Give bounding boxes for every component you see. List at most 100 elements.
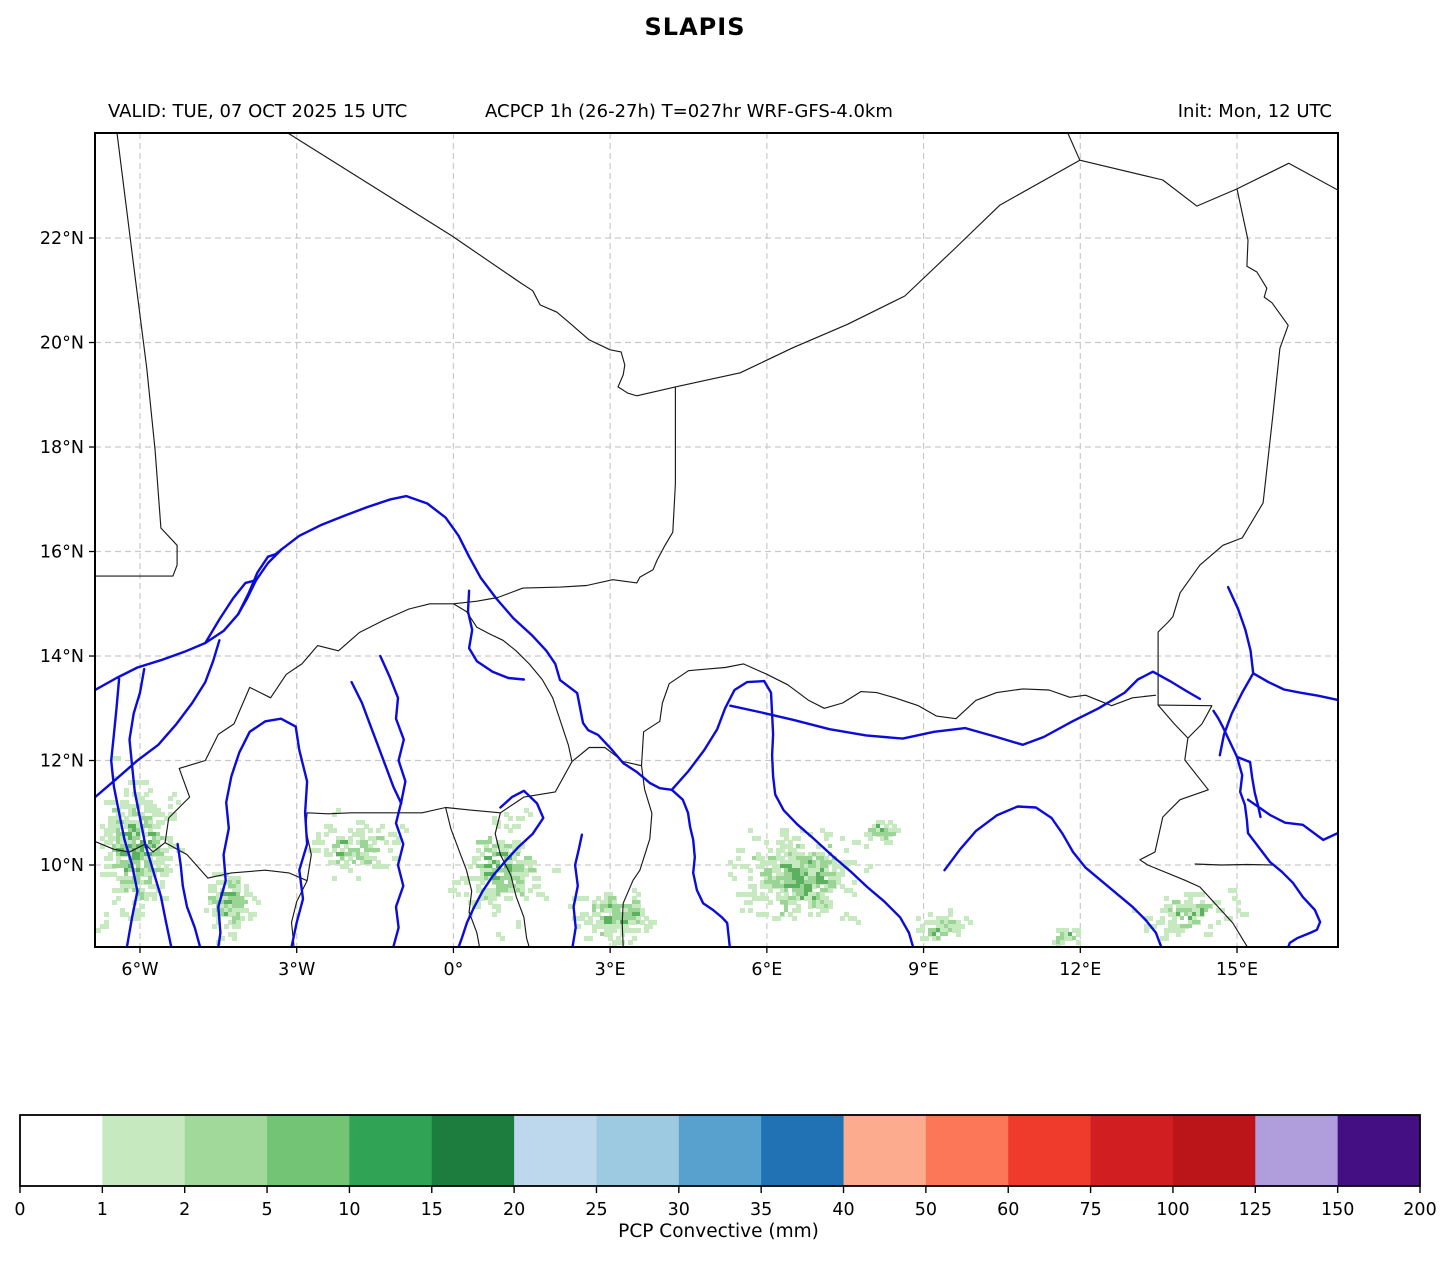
river-upper-niger-a <box>110 677 139 947</box>
border-benin-nigeria <box>621 765 653 947</box>
colorbar-segment <box>1172 1115 1256 1186</box>
border-algeria-libya <box>1067 133 1081 161</box>
x-axis-tick-label: 3°W <box>278 960 315 980</box>
colorbar-segment <box>267 1115 350 1186</box>
colorbar-tick-label: 75 <box>1079 1200 1101 1220</box>
colorbar-segment <box>1255 1115 1339 1186</box>
river-upper-niger-c <box>176 842 202 947</box>
river-alibori <box>571 833 584 947</box>
border-mauritania-mali <box>95 133 178 577</box>
border-mali-niger <box>453 386 676 605</box>
y-axis-tick-label: 10°N <box>40 856 84 876</box>
river-oti <box>457 789 545 947</box>
colorbar: 0 1 2 5 10 15 20 25 30 35 40 50 60 75 100 125 150 200 <box>14 1114 1437 1220</box>
border-niger-nigeria <box>640 663 1157 766</box>
axes-layer: 6°W 3°W 0° 3°E 6°E 9°E 12°E 15°E 22°N 20°N 18°N 16°… <box>40 229 1258 980</box>
x-axis-tick-label: 6°E <box>751 960 782 980</box>
colorbar-segment <box>349 1115 433 1186</box>
river-niger-main <box>95 494 731 947</box>
river-sirba <box>466 589 526 681</box>
x-axis-tick-label: 0° <box>443 960 463 980</box>
y-axis-tick-label: 14°N <box>40 647 84 667</box>
river-hadejia <box>943 805 1163 947</box>
border-algeria-niger <box>636 159 1081 397</box>
x-axis-tick-label: 15°E <box>1216 960 1258 980</box>
river-sokoto <box>670 679 915 947</box>
river-red-volta <box>350 680 403 805</box>
colorbar-segment <box>102 1115 186 1186</box>
colorbar-tick-label: 15 <box>421 1200 443 1220</box>
colorbar-tick-label: 60 <box>997 1200 1019 1220</box>
y-axis-tick-label: 16°N <box>40 543 84 563</box>
river-bahr-el-ghazal <box>1218 585 1255 757</box>
colorbar-segment <box>678 1115 762 1186</box>
colorbar-frame <box>19 1114 1421 1187</box>
border-mali-ivorycoast <box>95 840 166 853</box>
colorbar-segment <box>1090 1115 1174 1186</box>
x-axis-tick-label: 12°E <box>1059 960 1101 980</box>
y-axis-tick-label: 20°N <box>40 334 84 354</box>
river-logone <box>1246 798 1338 842</box>
colorbar-tick-label: 20 <box>503 1200 525 1220</box>
colorbar-segment <box>20 1115 103 1186</box>
colorbar-tick-label: 2 <box>179 1200 190 1220</box>
country-borders-layer <box>95 133 1338 947</box>
y-axis-tick-label: 18°N <box>40 438 84 458</box>
valid-time-text: VALID: TUE, 07 OCT 2025 15 UTC <box>108 101 408 122</box>
init-time-text: Init: Mon, 12 UTC <box>1177 101 1332 122</box>
colorbar-tick-label: 10 <box>338 1200 360 1220</box>
gridlines-layer <box>95 133 1338 947</box>
colorbar-tick-label: 25 <box>585 1200 607 1220</box>
y-axis-tick-label: 22°N <box>40 229 84 249</box>
colorbar-tick-label: 40 <box>832 1200 854 1220</box>
border-burkina-south <box>164 761 573 882</box>
colorbar-tick-label: 30 <box>668 1200 690 1220</box>
colorbar-tick-label: 0 <box>14 1200 25 1220</box>
border-niger-chad <box>1139 188 1289 947</box>
border-burkina-niger <box>453 603 573 762</box>
colorbar-tick-label: 35 <box>750 1200 772 1220</box>
colorbar-segment <box>596 1115 680 1186</box>
border-chad-cameroon <box>1194 863 1274 866</box>
border-togo-benin <box>494 812 530 947</box>
colorbar-segment <box>184 1115 268 1186</box>
colorbar-segment <box>1337 1115 1421 1186</box>
colorbar-segment <box>431 1115 515 1186</box>
river-black-volta <box>217 717 309 947</box>
river-bani <box>95 639 221 799</box>
x-axis-tick-label: 9°E <box>908 960 939 980</box>
border-libya-chad <box>1236 162 1338 191</box>
colorbar-tick-label: 150 <box>1321 1200 1354 1220</box>
figure-title: SLAPIS <box>644 13 746 41</box>
river-ne-wadi <box>1252 672 1338 702</box>
x-axis-tick-label: 3°E <box>595 960 626 980</box>
colorbar-label: PCP Convective (mm) <box>618 1221 819 1242</box>
colorbar-tick-label: 200 <box>1403 1200 1436 1220</box>
colorbar-tick-label: 5 <box>261 1200 272 1220</box>
border-algeria-mali <box>287 133 637 397</box>
border-ghana-togo <box>445 807 481 947</box>
border-libya-niger <box>1079 159 1238 207</box>
map-frame <box>94 132 1339 948</box>
x-axis-tick-label: 6°W <box>121 960 158 980</box>
border-lake-chad-borders <box>1158 704 1213 739</box>
border-mali-burkina <box>164 603 454 843</box>
border-benin-niger <box>571 746 642 767</box>
river-delta-channel-b <box>237 547 284 616</box>
colorbar-tick-label: 100 <box>1156 1200 1189 1220</box>
colorbar-segment <box>843 1115 927 1186</box>
river-delta-channel-a <box>204 579 258 645</box>
colorbar-tick-label: 50 <box>915 1200 937 1220</box>
colorbar-segment <box>514 1115 597 1186</box>
product-text: ACPCP 1h (26-27h) T=027hr WRF-GFS-4.0km <box>485 101 893 122</box>
y-axis-tick-label: 12°N <box>40 752 84 772</box>
river-upper-niger-b <box>128 667 173 947</box>
colorbar-segment <box>761 1115 845 1186</box>
precipitation-layer <box>96 756 1249 947</box>
colorbar-tick-label: 125 <box>1239 1200 1272 1220</box>
colorbar-tick-label: 1 <box>97 1200 108 1220</box>
colorbar-segment <box>925 1115 1009 1186</box>
river-komadugu-yobe <box>729 670 1202 746</box>
